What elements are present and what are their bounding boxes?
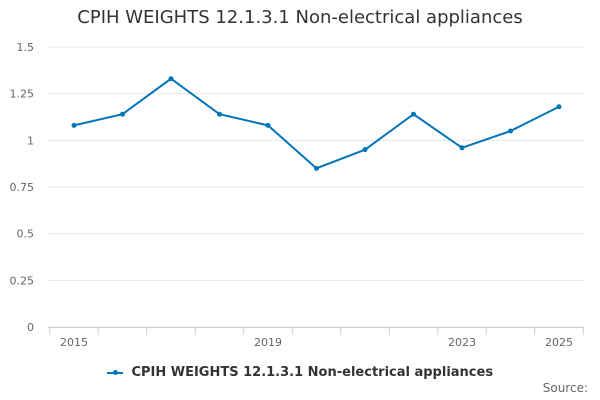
data-point <box>120 111 125 117</box>
data-point <box>556 104 562 110</box>
data-point <box>71 122 77 128</box>
series-line <box>73 77 560 170</box>
x-tick-label: 2025 <box>545 336 573 349</box>
data-point <box>362 147 368 153</box>
legend-line-icon <box>106 368 123 378</box>
axes <box>48 327 584 335</box>
data-point <box>411 111 416 117</box>
y-tick-label: 0.25 <box>10 274 35 287</box>
x-axis-ticks: 2015 2019 2023 2025 <box>60 336 573 349</box>
y-tick-label: 0.5 <box>17 228 35 241</box>
data-point <box>217 111 222 117</box>
legend-label: CPIH WEIGHTS 12.1.3.1 Non-electrical app… <box>131 365 494 380</box>
y-tick-label: 0.75 <box>10 181 35 194</box>
y-tick-label: 0 <box>27 321 34 334</box>
data-point <box>459 145 465 151</box>
legend[interactable]: CPIH WEIGHTS 12.1.3.1 Non-electrical app… <box>0 365 600 380</box>
data-point <box>265 122 271 128</box>
data-point <box>168 76 174 82</box>
series <box>71 76 562 171</box>
y-tick-label: 1.5 <box>17 41 35 54</box>
y-tick-label: 1.25 <box>10 88 35 101</box>
x-tick-label: 2023 <box>448 336 476 349</box>
chart-title: CPIH WEIGHTS 12.1.3.1 Non-electrical app… <box>77 7 523 28</box>
x-tick-label: 2015 <box>60 336 88 349</box>
grid-lines <box>48 46 584 281</box>
data-point <box>508 128 513 134</box>
y-axis-ticks: 0 0.25 0.5 0.75 1 1.25 1.5 <box>10 41 35 334</box>
x-tick-label: 2019 <box>254 336 282 349</box>
source-label: Source: <box>542 381 588 395</box>
y-tick-label: 1 <box>27 134 34 147</box>
data-point <box>314 165 319 171</box>
